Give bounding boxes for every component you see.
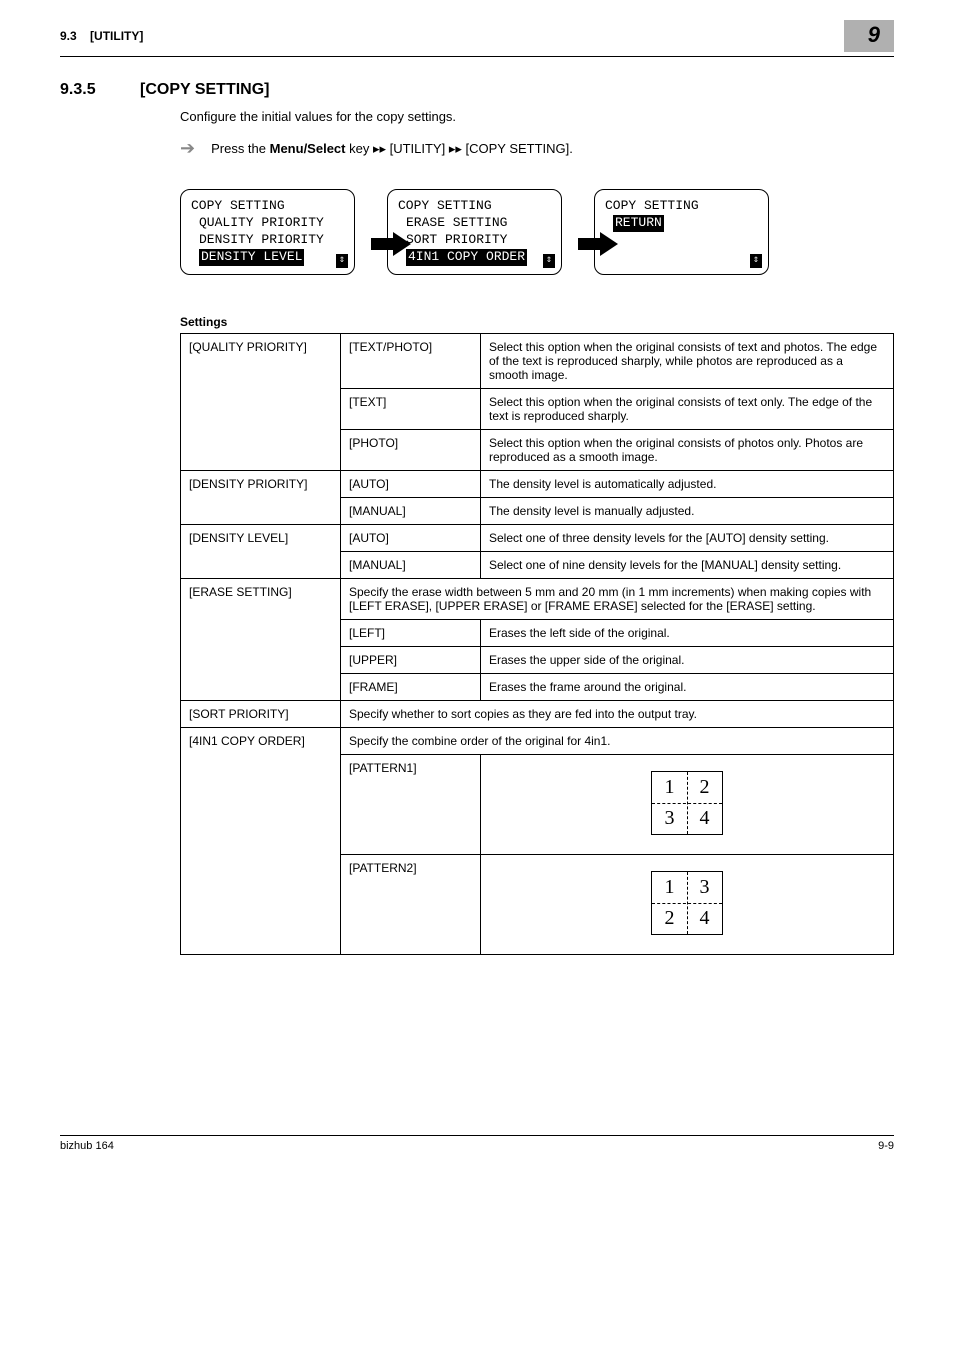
lcd2-title: COPY SETTING — [398, 198, 551, 215]
cell-density-level: [DENSITY LEVEL] — [181, 524, 341, 578]
table-row: [DENSITY PRIORITY] [AUTO] The density le… — [181, 470, 894, 497]
table-row: [4IN1 COPY ORDER] Specify the combine or… — [181, 727, 894, 754]
cell-photo-desc: Select this option when the original con… — [481, 429, 894, 470]
cell-erase-frame: [FRAME] — [341, 673, 481, 700]
instruction-text: Press the Menu/Select key ▸▸ [UTILITY] ▸… — [211, 141, 573, 157]
scroll-icon: ⇕ — [543, 254, 555, 268]
section-ref: 9.3 — [60, 29, 77, 43]
lcd3-l1: RETURN — [613, 215, 664, 232]
cell-erase-upper-desc: Erases the upper side of the original. — [481, 646, 894, 673]
header-left: 9.3 [UTILITY] — [60, 29, 143, 43]
section-name: [UTILITY] — [90, 29, 143, 43]
section-heading: 9.3.5 [COPY SETTING] — [60, 81, 894, 99]
cell-sort-priority: [SORT PRIORITY] — [181, 700, 341, 727]
cell-pattern1: [PATTERN1] — [341, 754, 481, 854]
pattern2-q2: 3 — [687, 872, 722, 903]
cell-erase-left: [LEFT] — [341, 619, 481, 646]
cell-text-desc: Select this option when the original con… — [481, 388, 894, 429]
lcd1-l3: DENSITY LEVEL — [199, 249, 304, 266]
cell-erase-frame-desc: Erases the frame around the original. — [481, 673, 894, 700]
lcd-row: COPY SETTING QUALITY PRIORITY DENSITY PR… — [180, 189, 894, 275]
section-title: [COPY SETTING] — [140, 81, 270, 99]
cell-pattern1-diagram: 1 2 3 4 — [481, 754, 894, 854]
table-row: [ERASE SETTING] Specify the erase width … — [181, 578, 894, 619]
cell-4in1: [4IN1 COPY ORDER] — [181, 727, 341, 954]
cell-pattern2: [PATTERN2] — [341, 854, 481, 954]
cell-text-photo: [TEXT/PHOTO] — [341, 333, 481, 388]
lcd1-title: COPY SETTING — [191, 198, 344, 215]
pattern1-grid: 1 2 3 4 — [651, 771, 723, 835]
section-number: 9.3.5 — [60, 81, 140, 99]
instruction-prefix: Press the — [211, 141, 270, 156]
cell-pattern2-diagram: 1 3 2 4 — [481, 854, 894, 954]
page-header: 9.3 [UTILITY] 9 — [60, 20, 894, 57]
lcd-screen-2: COPY SETTING ERASE SETTING SORT PRIORITY… — [387, 189, 562, 275]
cell-quality-priority: [QUALITY PRIORITY] — [181, 333, 341, 470]
arrow-icon: ➔ — [180, 138, 195, 159]
cell-4in1-desc: Specify the combine order of the origina… — [341, 727, 894, 754]
pattern1-q1: 1 — [652, 772, 687, 803]
cell-erase-desc: Specify the erase width between 5 mm and… — [341, 578, 894, 619]
cell-density-priority: [DENSITY PRIORITY] — [181, 470, 341, 524]
lcd1-l1: QUALITY PRIORITY — [191, 215, 344, 232]
scroll-icon: ⇕ — [750, 254, 762, 268]
instruction-row: ➔ Press the Menu/Select key ▸▸ [UTILITY]… — [180, 138, 894, 159]
lcd3-title: COPY SETTING — [605, 198, 758, 215]
lcd1-l2: DENSITY PRIORITY — [191, 232, 344, 249]
pattern1-q2: 2 — [687, 772, 722, 803]
cell-dp-auto-desc: The density level is automatically adjus… — [481, 470, 894, 497]
footer-right: 9-9 — [878, 1140, 894, 1152]
pattern2-grid: 1 3 2 4 — [651, 871, 723, 935]
lcd2-l2: SORT PRIORITY — [398, 232, 551, 249]
footer-left: bizhub 164 — [60, 1140, 114, 1152]
section-intro: Configure the initial values for the cop… — [180, 109, 894, 124]
pattern2-q1: 1 — [652, 872, 687, 903]
cell-dl-manual-desc: Select one of nine density levels for th… — [481, 551, 894, 578]
lcd-screen-1: COPY SETTING QUALITY PRIORITY DENSITY PR… — [180, 189, 355, 275]
cell-dp-auto: [AUTO] — [341, 470, 481, 497]
cell-erase-upper: [UPPER] — [341, 646, 481, 673]
pattern2-q3: 2 — [652, 903, 687, 934]
lcd2-l1: ERASE SETTING — [398, 215, 551, 232]
table-row: [QUALITY PRIORITY] [TEXT/PHOTO] Select t… — [181, 333, 894, 388]
cell-dl-auto-desc: Select one of three density levels for t… — [481, 524, 894, 551]
cell-sort-desc: Specify whether to sort copies as they a… — [341, 700, 894, 727]
table-row: [DENSITY LEVEL] [AUTO] Select one of thr… — [181, 524, 894, 551]
cell-dl-manual: [MANUAL] — [341, 551, 481, 578]
cell-dp-manual: [MANUAL] — [341, 497, 481, 524]
cell-photo: [PHOTO] — [341, 429, 481, 470]
lcd-screen-3: COPY SETTING RETURN ⇕ — [594, 189, 769, 275]
cell-erase-left-desc: Erases the left side of the original. — [481, 619, 894, 646]
settings-heading: Settings — [180, 315, 894, 329]
table-row: [SORT PRIORITY] Specify whether to sort … — [181, 700, 894, 727]
cell-erase-setting: [ERASE SETTING] — [181, 578, 341, 700]
pattern1-q3: 3 — [652, 803, 687, 834]
settings-table: [QUALITY PRIORITY] [TEXT/PHOTO] Select t… — [180, 333, 894, 955]
page-footer: bizhub 164 9-9 — [60, 1135, 894, 1152]
cell-text: [TEXT] — [341, 388, 481, 429]
instruction-bold: Menu/Select — [270, 141, 346, 156]
cell-text-photo-desc: Select this option when the original con… — [481, 333, 894, 388]
cell-dl-auto: [AUTO] — [341, 524, 481, 551]
instruction-suffix: key ▸▸ [UTILITY] ▸▸ [COPY SETTING]. — [345, 141, 572, 156]
chapter-badge: 9 — [844, 20, 894, 52]
pattern2-q4: 4 — [687, 903, 722, 934]
cell-dp-manual-desc: The density level is manually adjusted. — [481, 497, 894, 524]
scroll-icon: ⇕ — [336, 254, 348, 268]
pattern1-q4: 4 — [687, 803, 722, 834]
lcd2-l3: 4IN1 COPY ORDER — [406, 249, 527, 266]
